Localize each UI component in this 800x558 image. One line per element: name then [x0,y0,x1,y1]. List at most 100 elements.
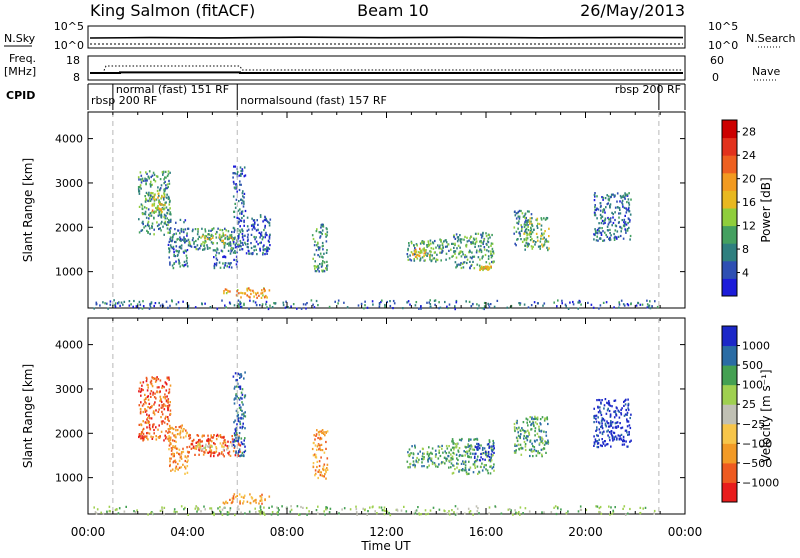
echo-cell [544,440,546,443]
echo-cell [229,241,232,244]
echo-cell [656,305,659,309]
echo-cell [492,466,495,469]
echo-cell [443,509,445,512]
echo-cell [242,230,244,233]
echo-cell [419,252,421,255]
echo-cell [174,467,177,470]
echo-cell [152,410,155,413]
echo-cell [188,451,190,454]
echo-cell [614,211,616,214]
echo-cell [156,221,158,224]
echo-cell [264,224,266,227]
echo-cell [114,302,117,305]
echo-cell [179,218,182,221]
echo-cell [154,392,156,395]
echo-cell [599,213,602,216]
echo-cell [189,434,191,437]
echo-cell [170,239,172,242]
echo-cell [182,228,185,231]
echo-cell [483,266,485,269]
echo-cell [169,238,171,241]
echo-cell [534,427,537,430]
echo-cell [597,406,599,409]
echo-cell [237,243,239,246]
echo-cell [146,179,148,182]
echo-cell [238,436,240,439]
echo-cell [210,453,212,456]
echo-cell [447,307,449,310]
echo-cell [605,443,608,446]
echo-cell [267,239,270,242]
echo-cell [533,228,535,231]
echo-cell [146,436,148,440]
echo-cell [521,212,524,215]
echo-cell [244,449,247,452]
echo-cell [138,387,141,390]
echo-cell [492,252,495,255]
echo-cell [606,235,609,238]
echo-cell [154,198,156,201]
echo-cell [561,302,563,305]
echo-cell [236,170,239,174]
echo-cell [184,263,187,266]
echo-cell [473,456,476,459]
echo-cell [414,247,416,250]
echo-cell [319,246,321,249]
echo-cell [516,437,519,440]
echo-cell [185,456,188,459]
echo-cell [468,439,470,442]
echo-cell [227,230,230,233]
echo-cell [277,510,279,514]
echo-cell [231,438,234,441]
echo-cell [118,507,121,510]
echo-cell [214,451,216,454]
echo-cell [600,204,602,208]
echo-cell [150,195,153,198]
echo-cell [487,257,490,260]
echo-cell [264,215,266,218]
echo-cell [149,199,152,202]
echo-cell [536,302,539,305]
echo-cell [478,264,481,267]
echo-cell [438,451,440,454]
echo-cell [149,227,151,230]
echo-cell [146,229,148,232]
echo-cell [243,496,245,499]
echo-cell [266,296,268,299]
echo-cell [599,237,602,240]
echo-cell [624,221,627,224]
echo-cell [142,381,145,384]
echo-cell [148,191,150,194]
echo-cell [162,170,165,173]
echo-cell [169,460,171,463]
echo-cell [472,452,474,455]
echo-cell [480,452,482,456]
echo-cell [243,396,246,399]
echo-cell [532,455,534,458]
echo-cell [596,232,599,235]
echo-cell [471,445,473,448]
echo-cell [253,249,255,252]
echo-cell [156,386,159,389]
echo-cell [476,510,479,513]
echo-cell [533,446,536,449]
echo-cell [615,236,618,239]
echo-cell [533,424,535,428]
echo-cell [287,306,289,309]
echo-cell [163,193,166,196]
echo-cell [442,461,444,464]
echo-cell [409,453,411,456]
echo-cell [147,194,150,197]
echo-cell [277,507,279,510]
echo-cell [526,210,529,213]
echo-cell [441,447,443,450]
echo-cell [244,241,246,244]
echo-cell [238,493,241,496]
echo-cell [431,254,433,257]
echo-cell [606,409,609,412]
echo-cell [627,512,629,515]
echo-cell [627,433,629,436]
echo-cell [609,231,611,235]
echo-cell [241,236,244,239]
echo-cell [448,257,451,260]
